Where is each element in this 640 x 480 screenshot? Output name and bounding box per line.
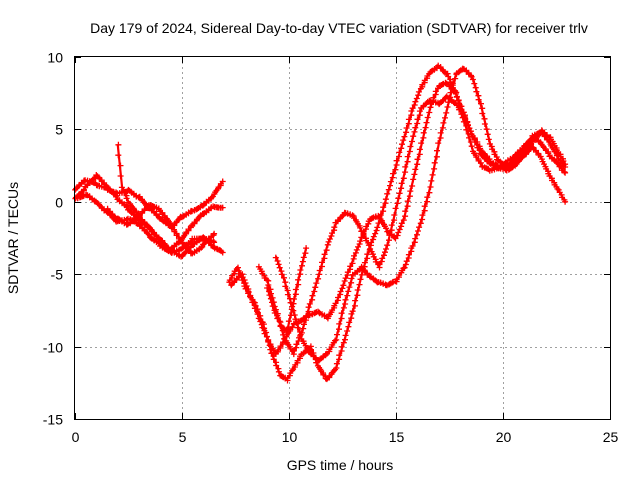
x-tick-label: 25 <box>603 429 619 445</box>
series-line <box>230 82 567 355</box>
y-tick-label: 5 <box>55 122 63 138</box>
y-tick-label: -5 <box>51 267 64 283</box>
y-tick-label: 0 <box>55 195 63 211</box>
y-tick-label: 10 <box>47 50 63 66</box>
chart-title: Day 179 of 2024, Sidereal Day-to-day VTE… <box>90 20 588 36</box>
ticks-layer: 0 5 10 15 20 25 -15 -10 -5 0 5 10 <box>43 50 619 446</box>
series-layer <box>72 62 569 384</box>
series-track-10 <box>264 245 310 336</box>
series-markers <box>264 245 310 336</box>
x-tick-label: 0 <box>72 429 80 445</box>
series-markers <box>255 93 569 358</box>
series-track-5 <box>104 202 218 257</box>
series-track-9 <box>272 65 569 364</box>
x-axis-label: GPS time / hours <box>287 457 394 473</box>
y-axis-label: SDTVAR / TECUs <box>5 182 21 294</box>
x-tick-label: 15 <box>389 429 405 445</box>
x-tick-label: 10 <box>282 429 298 445</box>
series-line <box>257 95 567 355</box>
series-markers <box>104 202 218 257</box>
plot-frame <box>74 56 611 420</box>
series-markers <box>272 65 569 364</box>
series-markers <box>115 141 218 260</box>
series-track-4 <box>115 141 218 260</box>
series-markers <box>226 62 569 384</box>
series-line <box>228 64 567 381</box>
series-track-6 <box>226 62 569 384</box>
y-tick-label: -15 <box>43 412 63 428</box>
x-tick-label: 5 <box>179 429 187 445</box>
y-tick-label: -10 <box>43 340 63 356</box>
x-tick-label: 20 <box>496 429 512 445</box>
